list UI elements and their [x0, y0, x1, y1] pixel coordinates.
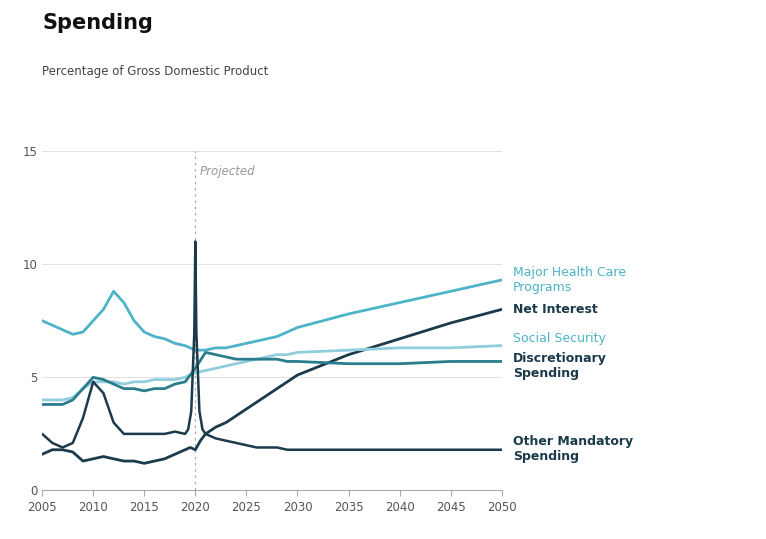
Text: Projected: Projected: [199, 164, 255, 177]
Text: Percentage of Gross Domestic Product: Percentage of Gross Domestic Product: [42, 65, 269, 78]
Text: Major Health Care
Programs: Major Health Care Programs: [513, 266, 627, 294]
Text: Social Security: Social Security: [513, 333, 606, 345]
Text: Spending: Spending: [42, 13, 153, 33]
Text: Discretionary
Spending: Discretionary Spending: [513, 352, 607, 380]
Text: Other Mandatory
Spending: Other Mandatory Spending: [513, 434, 633, 462]
Text: Net Interest: Net Interest: [513, 303, 598, 316]
